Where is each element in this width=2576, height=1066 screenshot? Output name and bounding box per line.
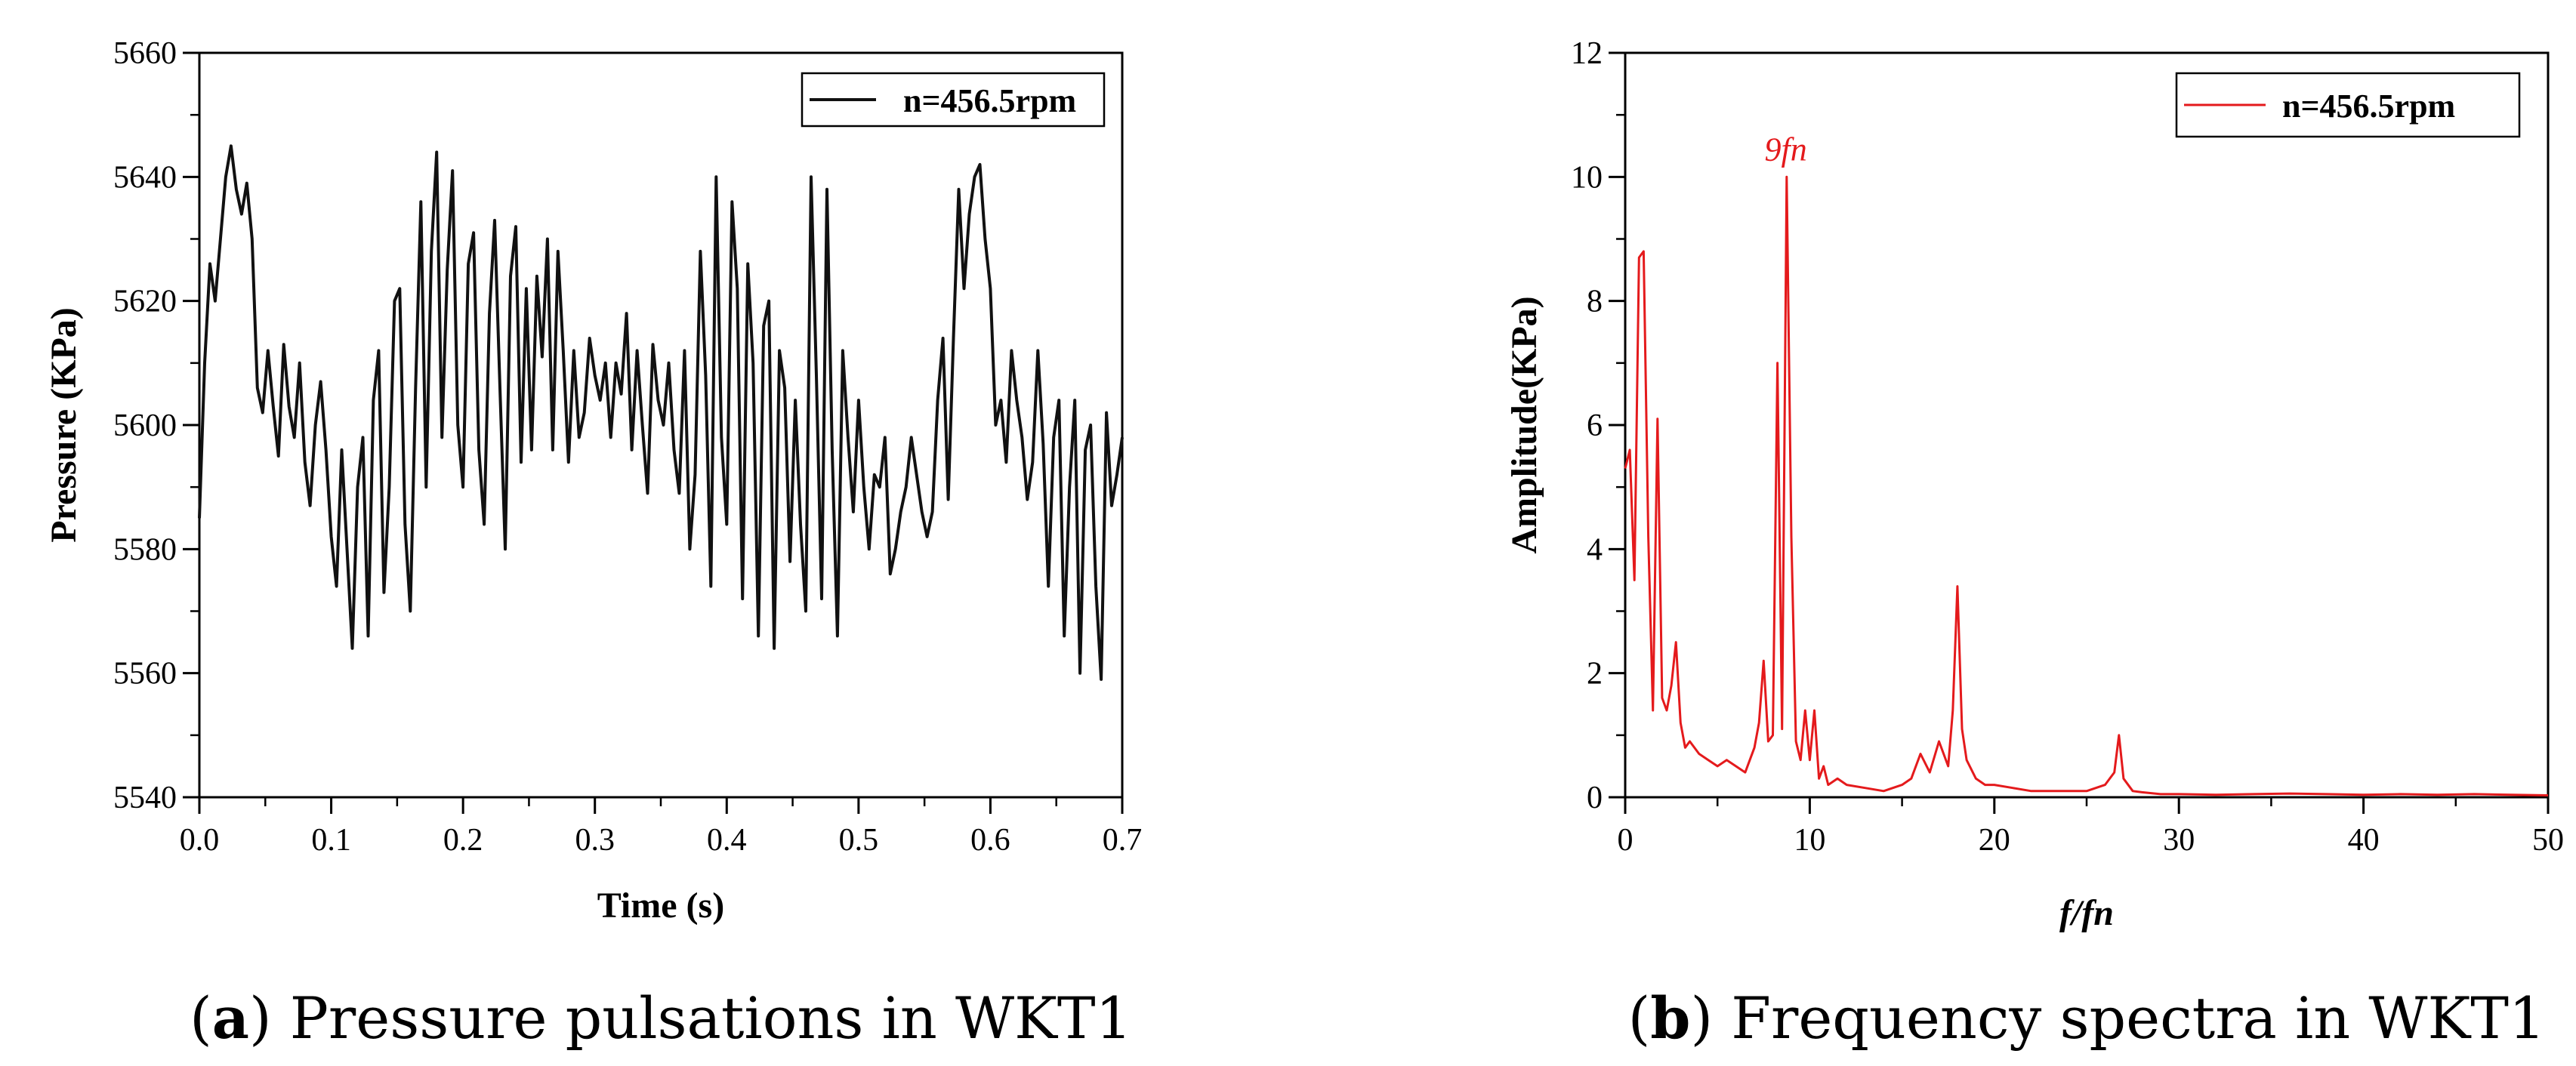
panel-a-pressure-pulsations: 0.0 0.1 0.2 0.3 0.4 0.5 0.6 0.7 5540 5560 5580 5600… [44,36,1142,926]
x-tick-label: 10 [1794,823,1825,858]
x-tick-label: 0.1 [311,823,351,858]
y-tick-label: 6 [1587,408,1603,443]
panel-a-plot-frame [198,51,1124,799]
y-tick-label: 0 [1587,781,1603,815]
panel-b-tick-labels: 0 10 20 30 40 50 0 2 4 6 8 10 12 [1571,36,2564,858]
x-tick-label: 0.7 [1103,823,1143,858]
panel-a-legend: n=456.5rpm [801,72,1106,128]
y-tick-label: 5660 [113,36,177,71]
caption-b-letter: b [1650,984,1690,1052]
x-tick-label: 50 [2532,823,2564,858]
y-tick-label: 5580 [113,532,177,567]
panel-a-data-points [199,146,1123,680]
panel-b-plot-frame [1624,51,2550,799]
panel-b-peak-annotation: 9fn [1764,131,1806,168]
y-tick-label: 5540 [113,781,177,815]
panel-b-data-points [1624,177,2549,796]
panel-a-series-line [198,144,1124,681]
y-tick-label: 2 [1587,657,1603,692]
caption-b: (b) Frequency spectra in WKT1 [1628,984,2546,1052]
panel-b-series-line [1624,175,2549,796]
x-tick-label: 0.6 [970,823,1010,858]
caption-a: (a) Pressure pulsations in WKT1 [190,984,1132,1052]
x-tick-label: 0.4 [707,823,747,858]
x-tick-label: 0.2 [443,823,483,858]
caption-b-text: Frequency spectra in WKT1 [1713,984,2545,1052]
y-tick-label: 5560 [113,657,177,692]
x-tick-label: 0 [1618,823,1634,858]
x-tick-label: 40 [2348,823,2380,858]
x-tick-label: 0.5 [839,823,879,858]
panel-a-legend-label: n=456.5rpm [903,82,1076,119]
x-tick-label: 30 [2163,823,2195,858]
y-tick-label: 5640 [113,160,177,195]
y-tick-label: 5600 [113,408,177,443]
panel-a-x-axis-label: Time (s) [597,886,724,926]
panel-a-tick-labels: 0.0 0.1 0.2 0.3 0.4 0.5 0.6 0.7 5540 5560 5580 5600… [113,36,1142,858]
caption-a-letter: a [212,984,249,1052]
panel-b-x-axis-label: f/fn [2059,893,2114,933]
y-tick-label: 10 [1571,160,1603,195]
y-tick-label: 12 [1571,36,1603,71]
panel-a-ticks [183,51,1124,814]
panel-b-frequency-spectra: 0 10 20 30 40 50 0 2 4 6 8 10 12 9fn f/fn Amplitude(… [1504,36,2564,933]
x-tick-label: 20 [1979,823,2010,858]
panel-b-legend-label: n=456.5rpm [2282,88,2455,125]
panel-b-legend: n=456.5rpm [2175,72,2521,138]
y-tick-label: 5620 [113,285,177,319]
panel-a-y-axis-label: Pressure (KPa) [44,307,84,542]
caption-a-text: Pressure pulsations in WKT1 [272,984,1132,1052]
y-tick-label: 4 [1587,532,1603,567]
y-tick-label: 8 [1587,285,1603,319]
x-tick-label: 0.0 [180,823,220,858]
panel-b-ticks [1609,51,2550,814]
x-tick-label: 0.3 [575,823,615,858]
panel-b-y-axis-label: Amplitude(KPa) [1504,296,1544,553]
